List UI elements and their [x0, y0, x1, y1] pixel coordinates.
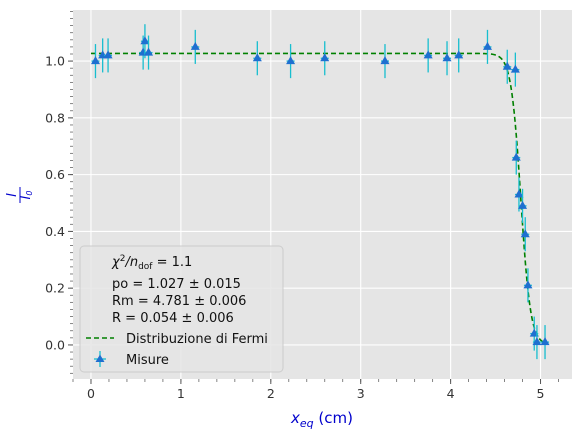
y-tick-label: 0.6: [45, 167, 65, 182]
x-tick-label: 4: [447, 386, 455, 401]
x-tick-label: 1: [177, 386, 185, 401]
data-point: [140, 36, 150, 45]
legend-rm: Rm = 4.781 ± 0.006: [112, 294, 246, 309]
y-tick-label: 1.0: [45, 54, 65, 69]
legend-po: po = 1.027 ± 0.015: [112, 277, 241, 292]
x-tick-label: 5: [537, 386, 545, 401]
legend-box: [79, 245, 284, 373]
data-point: [103, 50, 113, 59]
y-tick-label: 0.8: [45, 110, 65, 125]
data-point: [454, 50, 464, 59]
data-point: [502, 61, 512, 70]
x-tick-label: 3: [357, 386, 365, 401]
x-tick-label: 0: [87, 386, 95, 401]
y-axis-label: I I0: [5, 187, 34, 203]
data-point: [514, 189, 524, 198]
legend: χ2/ndof = 1.1 po = 1.027 ± 0.015 Rm = 4.…: [79, 245, 284, 373]
data-points: [90, 24, 550, 360]
y-axis-label-num: I: [5, 193, 20, 197]
data-point: [532, 337, 542, 346]
axes: 0 1 2 3 4 5 0.0 0.2 0.4 0.6 0.8 1.0: [45, 54, 544, 401]
x-axis-label: xeq (cm): [290, 409, 353, 430]
legend-chi2: χ2/ndof = 1.1: [111, 254, 192, 272]
data-point: [510, 64, 520, 73]
data-point: [540, 337, 550, 346]
legend-r: R = 0.054 ± 0.006: [112, 311, 234, 326]
fit-curve: [90, 52, 547, 345]
data-point: [380, 56, 390, 65]
y-tick-label: 0.4: [45, 224, 65, 239]
data-point: [482, 41, 492, 50]
data-point: [442, 53, 452, 62]
data-point: [523, 280, 533, 289]
minor-ticks: [70, 11, 559, 382]
data-point: [520, 229, 530, 238]
data-point: [511, 152, 521, 161]
data-point: [286, 56, 296, 65]
data-point: [90, 56, 100, 65]
data-point: [423, 50, 433, 59]
legend-data-label: Misure: [126, 353, 169, 368]
legend-data-swatch: [94, 351, 106, 367]
fit-layer: [90, 52, 547, 345]
y-axis-label-den: I0: [19, 191, 34, 200]
y-tick-label: 0.0: [45, 337, 65, 352]
data-point: [190, 41, 200, 50]
data-point: [252, 53, 262, 62]
y-tick-label: 0.2: [45, 281, 65, 296]
data-point: [144, 47, 154, 56]
legend-fit-label: Distribuzione di Fermi: [126, 332, 268, 347]
x-tick-label: 2: [267, 386, 275, 401]
data-point: [518, 200, 528, 209]
data-point: [320, 53, 330, 62]
